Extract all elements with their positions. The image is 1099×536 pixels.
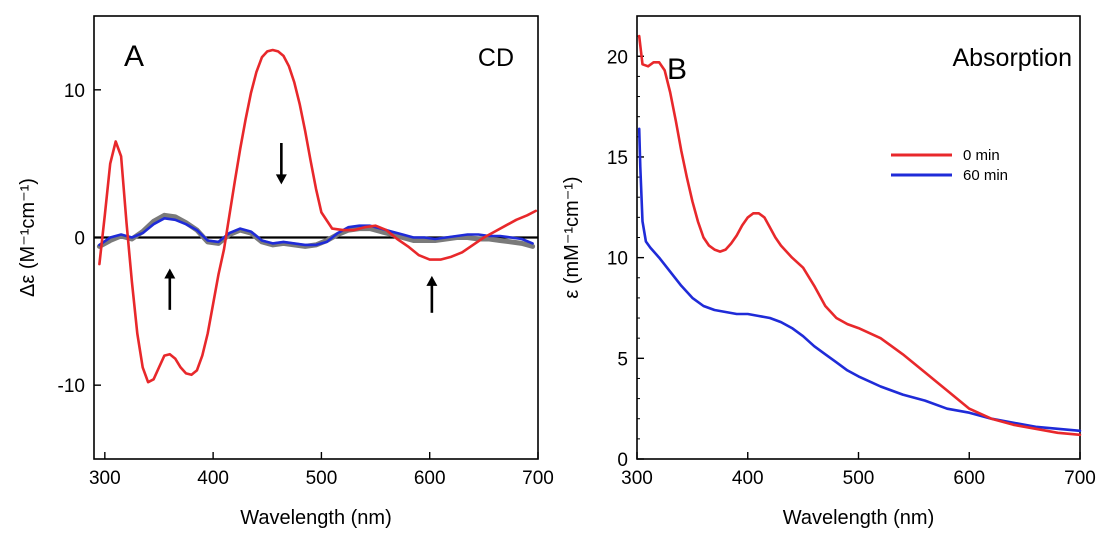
y-tick-label: 10 (607, 249, 628, 270)
legend-label: 60 min (963, 167, 1008, 184)
x-tick-label: 700 (522, 468, 554, 489)
panel-title: Absorption (952, 44, 1072, 72)
y-axis-title: Δε (M⁻¹cm⁻¹) (17, 178, 39, 297)
y-tick-label: 10 (64, 81, 85, 102)
series-line-blue (98, 217, 534, 247)
arrow-up-head (164, 268, 176, 279)
x-tick-label: 400 (197, 468, 229, 489)
panel-b-absorption-chart: 300 400 500 600 700 0 5 10 15 20 B Absorption Wavele… (561, 15, 1096, 529)
legend-label: 0 min (963, 147, 1000, 164)
arrow-up-head (426, 275, 438, 286)
x-tick-label: 400 (732, 468, 764, 489)
y-tick-label: 0 (617, 450, 628, 471)
x-tick-label: 600 (414, 468, 446, 489)
series-line-red (637, 34, 1082, 437)
x-axis-title: Wavelength (nm) (783, 507, 935, 529)
panel-letter: B (667, 53, 687, 86)
y-tick-label: 0 (74, 229, 85, 250)
series-line-gray (96, 212, 536, 249)
x-tick-label: 700 (1064, 468, 1096, 489)
x-axis-title: Wavelength (nm) (240, 507, 392, 529)
series-line-blue (637, 127, 1082, 433)
series-line-red (98, 48, 538, 384)
y-tick-label: 20 (607, 47, 628, 68)
y-tick-label: -10 (58, 376, 85, 397)
panel-letter: A (124, 40, 144, 73)
x-tick-label: 500 (843, 468, 875, 489)
x-tick-label: 300 (621, 468, 653, 489)
y-tick-label: 5 (617, 349, 628, 370)
panel-a-cd-chart: 300 400 500 600 700 -10 0 10 A CD Wavelength (nm) Δ… (17, 15, 554, 529)
x-tick-label: 500 (306, 468, 338, 489)
x-tick-label: 600 (953, 468, 985, 489)
y-axis-title: ε (mM⁻¹cm⁻¹) (561, 176, 583, 298)
x-tick-label: 300 (89, 468, 121, 489)
arrow-down-head (275, 174, 287, 185)
y-tick-label: 15 (607, 148, 628, 169)
panel-title: CD (478, 44, 514, 72)
